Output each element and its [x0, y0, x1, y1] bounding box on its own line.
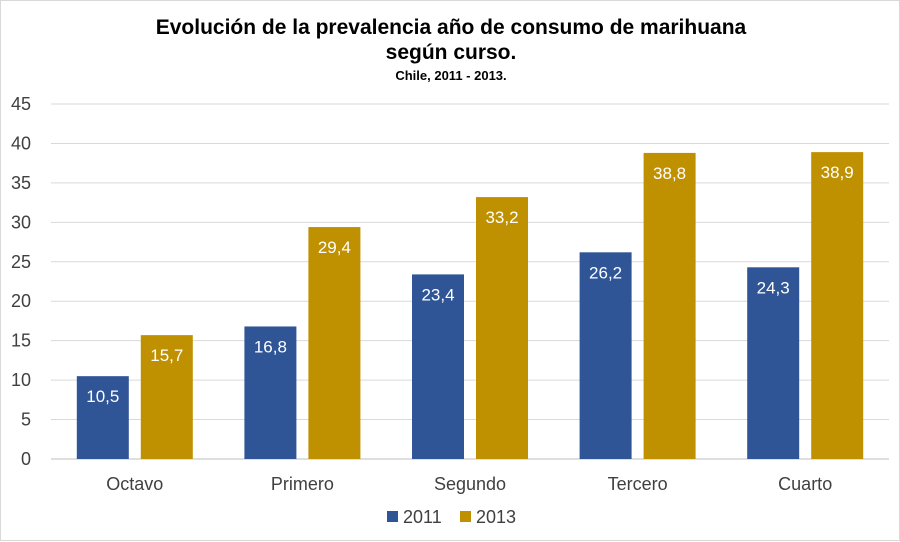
- chart-title: Evolución de la prevalencia año de consu…: [156, 16, 747, 39]
- legend: 2011 2013: [387, 507, 516, 527]
- x-tick-label: Octavo: [106, 474, 163, 494]
- x-tick-label: Primero: [271, 474, 334, 494]
- chart-title-line2: según curso.: [386, 41, 517, 64]
- bar-2013-tercero: [643, 152, 696, 459]
- x-tick-label: Tercero: [608, 474, 668, 494]
- y-axis-ticks: 0 5 10 15 20 25 30 35 40 45: [11, 94, 31, 469]
- bar-2011-octavo: [76, 376, 129, 459]
- data-label: 15,7: [150, 346, 183, 365]
- x-axis-ticks: Octavo Primero Segundo Tercero Cuarto: [106, 474, 832, 494]
- y-tick-label: 15: [11, 331, 31, 351]
- bars: [76, 152, 864, 460]
- x-tick-label: Segundo: [434, 474, 506, 494]
- bar-2013-cuarto: [811, 152, 864, 459]
- bar-2011-cuarto: [747, 267, 800, 459]
- legend-swatch-2011: [387, 511, 398, 522]
- chart-subtitle: Chile, 2011 - 2013.: [395, 68, 506, 83]
- bar-2013-primero: [308, 227, 361, 459]
- y-tick-label: 40: [11, 133, 31, 153]
- y-tick-label: 30: [11, 212, 31, 232]
- bar-2011-tercero: [579, 252, 632, 459]
- bar-2013-segundo: [476, 197, 528, 460]
- data-label: 23,4: [421, 285, 454, 304]
- y-tick-label: 5: [21, 410, 31, 430]
- data-label: 16,8: [254, 337, 287, 356]
- legend-swatch-2013: [460, 511, 471, 522]
- data-label: 10,5: [86, 387, 119, 406]
- x-tick-label: Cuarto: [778, 474, 832, 494]
- data-labels: 10,5 15,7 16,8 29,4 23,4 33,2 26,2 38,8 24,3 38,9: [86, 163, 853, 406]
- y-tick-label: 45: [11, 94, 31, 114]
- data-label: 38,9: [821, 163, 854, 182]
- y-tick-label: 0: [21, 449, 31, 469]
- bar-2011-primero: [244, 326, 297, 459]
- data-label: 26,2: [589, 263, 622, 282]
- y-tick-label: 20: [11, 291, 31, 311]
- y-tick-label: 35: [11, 173, 31, 193]
- legend-label-2011: 2011: [403, 507, 442, 527]
- data-label: 29,4: [318, 238, 351, 257]
- data-label: 33,2: [485, 208, 518, 227]
- bar-2013-octavo: [140, 335, 193, 459]
- data-label: 38,8: [653, 164, 686, 183]
- y-tick-label: 25: [11, 252, 31, 272]
- bar-2011-segundo: [412, 274, 464, 459]
- y-tick-label: 10: [11, 370, 31, 390]
- data-label: 24,3: [757, 278, 790, 297]
- legend-label-2013: 2013: [476, 507, 516, 527]
